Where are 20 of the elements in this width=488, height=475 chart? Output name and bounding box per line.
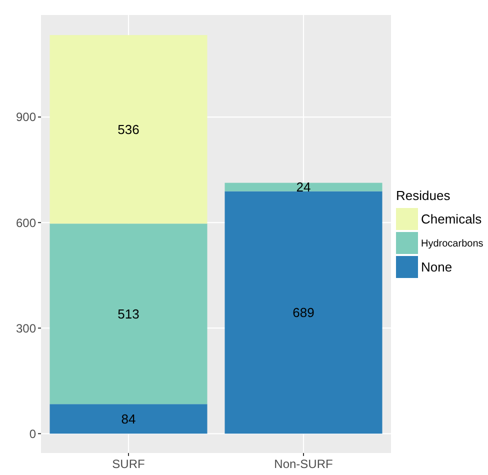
legend-label: None <box>421 260 452 275</box>
data-label: 536 <box>118 122 140 137</box>
legend-label: Hydrocarbons <box>421 238 484 250</box>
bar <box>50 224 208 404</box>
y-tick-label: 600 <box>16 216 36 230</box>
bar <box>50 35 208 224</box>
data-label: 24 <box>296 180 311 195</box>
data-label: 513 <box>118 306 140 322</box>
x-tick-label: SURF <box>112 457 145 471</box>
bar <box>50 404 208 434</box>
bar <box>224 182 382 192</box>
data-label: 689 <box>292 305 314 320</box>
y-tick-label: 0 <box>29 426 36 441</box>
data-label: 84 <box>121 411 136 426</box>
bar <box>224 191 382 434</box>
y-tick-label: 900 <box>16 110 36 124</box>
legend-label: Chemicals <box>421 212 482 227</box>
legend-title: Residues <box>396 188 451 203</box>
x-tick-label: Non-SURF <box>274 457 333 471</box>
y-tick-label: 300 <box>16 321 36 336</box>
